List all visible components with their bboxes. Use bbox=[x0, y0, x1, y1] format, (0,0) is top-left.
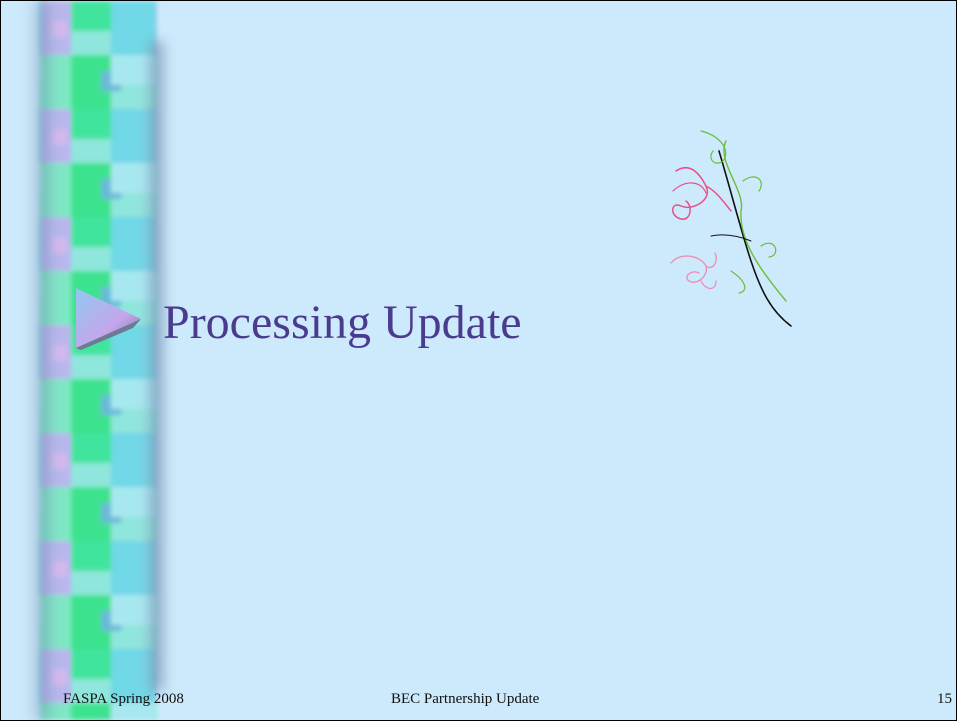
slide-number: 15 bbox=[937, 691, 952, 708]
footer-center: BEC Partnership Update bbox=[391, 691, 539, 708]
slide: Processing Update FASPA Spring 2008 BEC … bbox=[0, 0, 957, 721]
footer-left: FASPA Spring 2008 bbox=[63, 691, 184, 708]
decoration bbox=[1, 1, 956, 720]
slide-title: Processing Update bbox=[163, 295, 522, 350]
